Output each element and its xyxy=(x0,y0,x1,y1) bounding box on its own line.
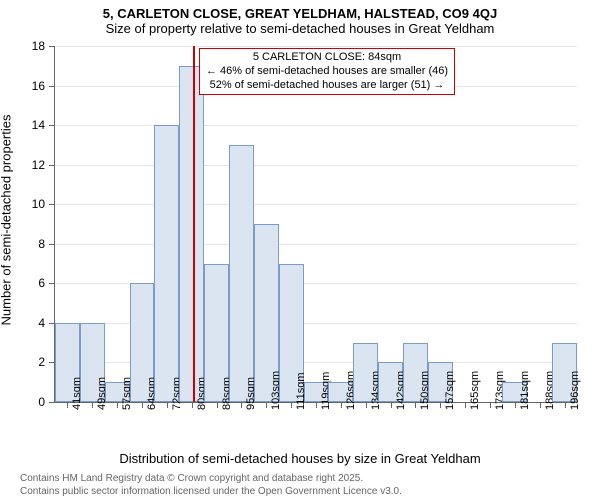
marker-line xyxy=(193,46,195,402)
y-tick-label: 10 xyxy=(32,197,55,211)
x-tick xyxy=(391,402,392,408)
x-tick-label: 157sqm xyxy=(444,371,456,410)
annotation-line-1: 5 CARLETON CLOSE: 84sqm xyxy=(206,51,448,65)
annotation-line-3: 52% of semi-detached houses are larger (… xyxy=(206,79,448,93)
x-tick-label: 196sqm xyxy=(569,371,581,410)
x-tick xyxy=(291,402,292,408)
grid-line xyxy=(55,204,577,205)
y-tick-label: 12 xyxy=(32,158,55,172)
y-tick-label: 6 xyxy=(38,276,55,290)
x-tick xyxy=(366,402,367,408)
x-tick xyxy=(241,402,242,408)
x-tick xyxy=(565,402,566,408)
histogram-bar xyxy=(179,66,204,402)
x-tick xyxy=(316,402,317,408)
x-tick xyxy=(117,402,118,408)
x-tick xyxy=(341,402,342,408)
credits: Contains HM Land Registry data © Crown c… xyxy=(20,473,402,498)
x-tick xyxy=(465,402,466,408)
x-tick xyxy=(217,402,218,408)
credits-line-1: Contains HM Land Registry data © Crown c… xyxy=(20,473,402,486)
x-tick xyxy=(540,402,541,408)
y-tick-label: 2 xyxy=(38,355,55,369)
grid-line xyxy=(55,165,577,166)
y-tick-label: 16 xyxy=(32,79,55,93)
x-tick xyxy=(92,402,93,408)
y-tick-label: 4 xyxy=(38,316,55,330)
x-tick xyxy=(142,402,143,408)
histogram-bar xyxy=(229,145,254,402)
x-tick xyxy=(266,402,267,408)
chart-subtitle: Size of property relative to semi-detach… xyxy=(0,21,600,40)
histogram-chart: 5, CARLETON CLOSE, GREAT YELDHAM, HALSTE… xyxy=(0,0,600,500)
grid-line xyxy=(55,46,577,47)
x-tick-label: 181sqm xyxy=(519,371,531,410)
chart-title: 5, CARLETON CLOSE, GREAT YELDHAM, HALSTE… xyxy=(0,0,600,21)
x-tick xyxy=(440,402,441,408)
annotation-line-2: ← 46% of semi-detached houses are smalle… xyxy=(206,65,448,79)
y-tick-label: 14 xyxy=(32,118,55,132)
y-axis-label: Number of semi-detached properties xyxy=(0,115,14,326)
plot-area: 02468101214161841sqm49sqm57sqm64sqm72sqm… xyxy=(54,46,577,403)
credits-line-2: Contains public sector information licen… xyxy=(20,486,402,499)
histogram-bar xyxy=(154,125,179,402)
x-tick xyxy=(415,402,416,408)
x-tick xyxy=(515,402,516,408)
y-tick-label: 0 xyxy=(38,395,55,409)
x-axis-label: Distribution of semi-detached houses by … xyxy=(0,451,600,466)
x-tick xyxy=(192,402,193,408)
x-tick-label: 165sqm xyxy=(469,371,481,410)
y-tick-label: 18 xyxy=(32,39,55,53)
x-tick xyxy=(67,402,68,408)
x-tick xyxy=(490,402,491,408)
annotation-box: 5 CARLETON CLOSE: 84sqm← 46% of semi-det… xyxy=(199,48,455,95)
x-tick xyxy=(167,402,168,408)
y-tick-label: 8 xyxy=(38,237,55,251)
grid-line xyxy=(55,125,577,126)
grid-line xyxy=(55,244,577,245)
